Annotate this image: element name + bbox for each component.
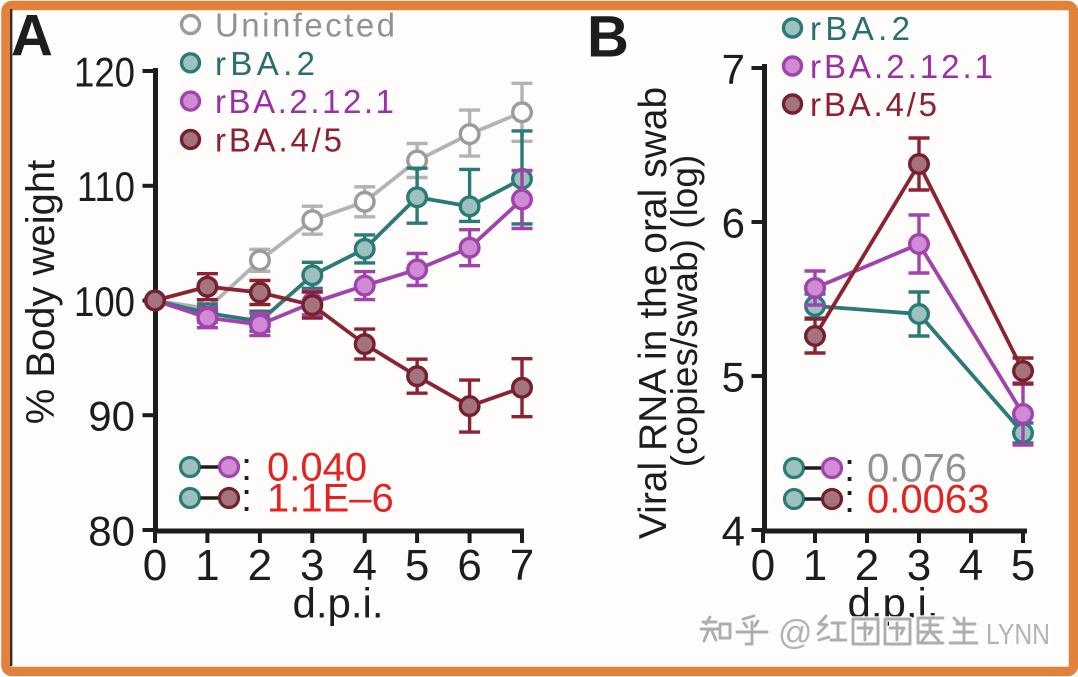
svg-text:0: 0 bbox=[751, 541, 775, 590]
svg-text:4: 4 bbox=[352, 541, 376, 590]
svg-text:2: 2 bbox=[855, 541, 879, 590]
svg-text:4: 4 bbox=[959, 541, 983, 590]
svg-text:rBA.2: rBA.2 bbox=[810, 10, 910, 47]
svg-text:7: 7 bbox=[510, 541, 534, 590]
svg-text::: : bbox=[241, 476, 252, 520]
svg-text:Viral RNA in the oral swab: Viral RNA in the oral swab bbox=[632, 87, 675, 539]
svg-text:5: 5 bbox=[722, 353, 745, 400]
svg-text:d.p.i.: d.p.i. bbox=[292, 580, 383, 627]
svg-text:rBA.2: rBA.2 bbox=[215, 45, 315, 82]
svg-text:Uninfected: Uninfected bbox=[215, 7, 395, 44]
svg-text:rBA.4/5: rBA.4/5 bbox=[810, 86, 937, 123]
svg-text::: : bbox=[241, 445, 252, 489]
svg-text:0.040: 0.040 bbox=[267, 446, 367, 490]
svg-text:120: 120 bbox=[74, 48, 135, 95]
svg-text:rBA.4/5: rBA.4/5 bbox=[215, 121, 342, 158]
svg-text:1.1E–6: 1.1E–6 bbox=[267, 477, 394, 521]
svg-text:4: 4 bbox=[722, 507, 745, 554]
svg-text:6: 6 bbox=[457, 541, 481, 590]
svg-text:0: 0 bbox=[143, 541, 167, 590]
svg-text:90: 90 bbox=[88, 393, 135, 440]
svg-text:80: 80 bbox=[88, 507, 135, 554]
svg-text:rBA.2.12.1: rBA.2.12.1 bbox=[810, 48, 993, 85]
svg-text:1: 1 bbox=[195, 541, 219, 590]
svg-text:6: 6 bbox=[722, 199, 745, 246]
svg-text:@: @ bbox=[778, 614, 813, 652]
svg-text:LYNN: LYNN bbox=[986, 619, 1050, 651]
svg-text:3: 3 bbox=[300, 541, 324, 590]
svg-text:@: @ bbox=[778, 614, 813, 652]
svg-text:rBA.2.12.1: rBA.2.12.1 bbox=[215, 83, 394, 120]
svg-text::: : bbox=[844, 477, 855, 521]
svg-text:LYNN: LYNN bbox=[986, 619, 1050, 651]
svg-text:5: 5 bbox=[1011, 541, 1035, 590]
svg-text:0.076: 0.076 bbox=[867, 447, 967, 491]
svg-text:A: A bbox=[11, 4, 53, 69]
svg-text:5: 5 bbox=[405, 541, 429, 590]
svg-text:7: 7 bbox=[722, 45, 745, 92]
svg-text:(copies/swab) (log): (copies/swab) (log) bbox=[664, 155, 705, 468]
svg-text:100: 100 bbox=[74, 278, 135, 325]
svg-text::: : bbox=[844, 446, 855, 490]
svg-text:3: 3 bbox=[907, 541, 931, 590]
svg-text:1: 1 bbox=[803, 541, 827, 590]
svg-text:110: 110 bbox=[77, 163, 135, 210]
svg-text:% Body weight: % Body weight bbox=[19, 160, 63, 425]
svg-text:B: B bbox=[587, 5, 629, 70]
svg-text:2: 2 bbox=[248, 541, 272, 590]
svg-text:0.0063: 0.0063 bbox=[867, 478, 989, 522]
